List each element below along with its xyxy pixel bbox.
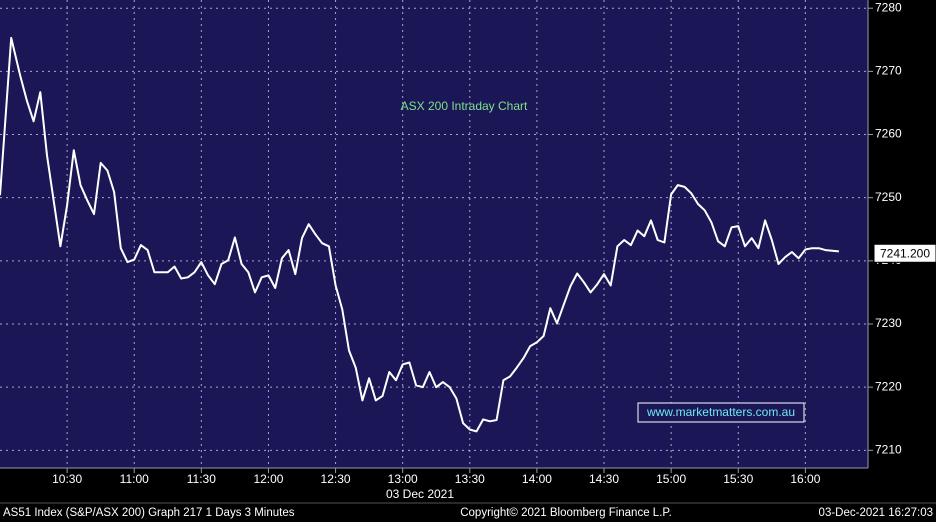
x-tick-label: 14:30 (589, 472, 619, 486)
footer-left: AS51 Index (S&P/ASX 200) Graph 217 1 Day… (3, 507, 295, 519)
x-tick-label: 14:00 (522, 472, 552, 486)
x-tick-label: 15:00 (656, 472, 686, 486)
price-line (0, 36, 839, 433)
footer-right: 03-Dec-2021 16:27:03 (819, 507, 933, 519)
y-tick-label: 7230 (875, 316, 902, 330)
chart-title: ASX 200 Intraday Chart (401, 99, 528, 113)
y-tick-label: 7270 (875, 64, 902, 78)
grid (0, 0, 868, 468)
marks (0, 36, 839, 433)
x-tick-label: 13:30 (455, 472, 485, 486)
x-tick-label: 10:30 (52, 472, 82, 486)
y-tick-label: 7220 (875, 379, 902, 393)
date-label: 03 Dec 2021 (386, 487, 454, 501)
y-tick-label: 7210 (875, 442, 902, 456)
x-tick-label: 11:00 (120, 472, 149, 486)
y-tick-label: 7260 (875, 127, 902, 141)
last-price-label: 7241.200 (880, 246, 930, 260)
last-price-box (873, 243, 936, 263)
annotation: www.marketmatters.com.au (646, 405, 795, 419)
x-tick-label: 12:30 (321, 472, 351, 486)
plot-area (0, 0, 868, 468)
x-tick-label: 13:00 (388, 472, 418, 486)
footer-center: Copyright© 2021 Bloomberg Finance L.P. (460, 507, 672, 519)
x-tick-label: 16:00 (790, 472, 820, 486)
x-tick-label: 15:30 (723, 472, 753, 486)
x-tick-label: 12:00 (253, 472, 283, 486)
x-tick-label: 11:30 (187, 472, 216, 486)
y-tick-label: 7280 (875, 0, 902, 14)
y-tick-label: 7250 (875, 190, 902, 204)
annotation-box (637, 402, 805, 423)
